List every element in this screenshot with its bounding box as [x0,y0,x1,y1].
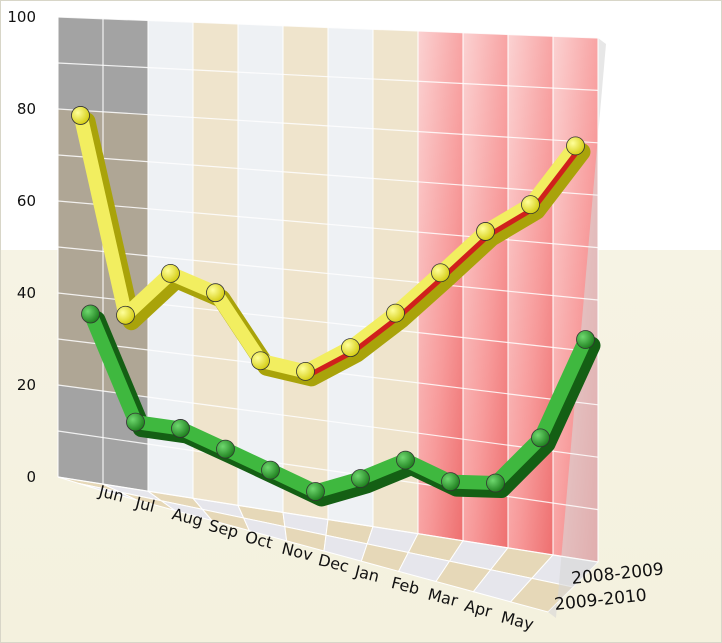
data-point [342,339,360,357]
data-point [172,419,190,437]
data-point [252,352,270,370]
data-point [117,306,135,324]
y-tick-label: 40 [17,284,36,302]
data-point [72,106,90,124]
data-point [397,451,415,469]
data-point [487,474,505,492]
y-tick-label: 60 [17,192,36,210]
data-point [217,440,235,458]
data-point [532,429,550,447]
data-point [387,304,405,322]
y-tick-label: 20 [17,376,36,394]
y-tick-label: 80 [17,100,36,118]
data-point [207,284,225,302]
data-point [352,470,370,488]
data-point [442,473,460,491]
data-point [262,461,280,479]
data-point [307,482,325,500]
data-point [522,196,540,214]
data-point [162,264,180,282]
x-tick-label: Apr [462,596,494,621]
data-point [477,222,495,240]
data-point [567,137,585,155]
x-tick-label: May [499,607,536,633]
y-tick-label: 100 [7,8,36,26]
data-point [577,330,595,348]
y-axis: 0 20 40 60 80 100 [7,8,36,486]
data-point [432,264,450,282]
data-point [297,362,315,380]
x-tick-label: Feb [389,573,421,598]
x-tick-label: Mar [426,585,460,611]
data-point [127,413,145,431]
data-point [82,305,100,323]
y-tick-label: 0 [26,468,36,486]
